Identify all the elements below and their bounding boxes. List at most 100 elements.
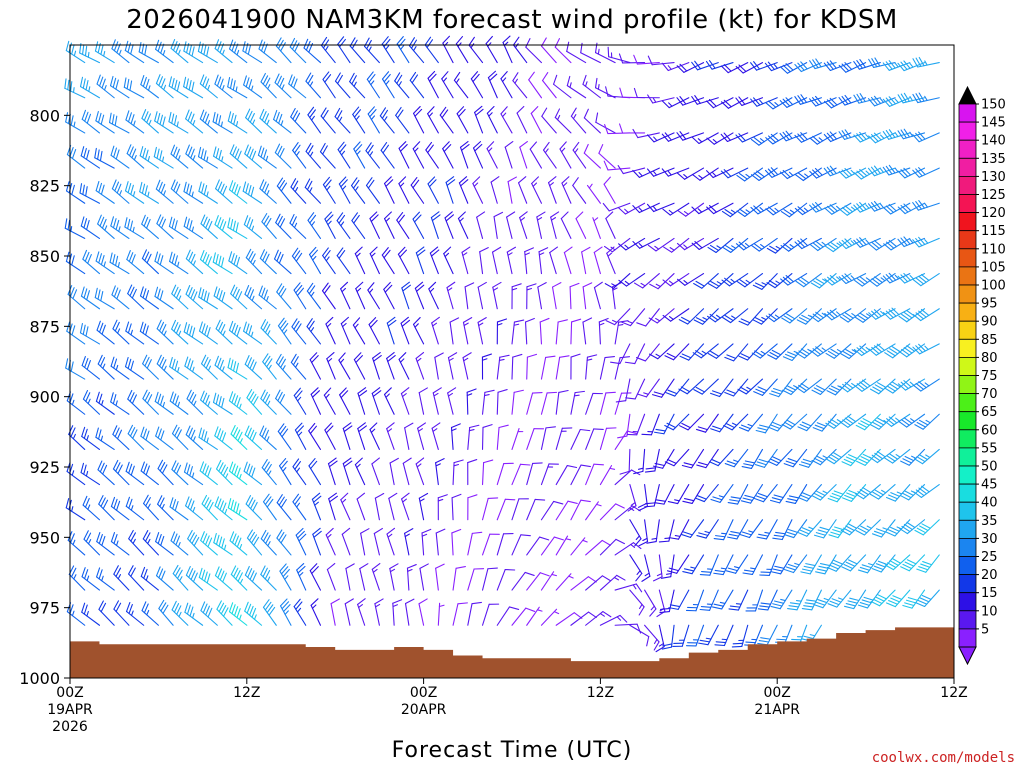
wind-barb — [170, 179, 189, 204]
wind-barb — [614, 430, 637, 450]
wind-barb — [764, 167, 793, 178]
wind-barb — [409, 71, 425, 99]
wind-barb — [782, 343, 808, 361]
wind-barb — [215, 319, 233, 345]
wind-barb — [511, 498, 529, 521]
wind-barb — [784, 519, 808, 539]
wind-barb — [603, 160, 631, 171]
wind-barb — [507, 176, 517, 204]
wind-barb — [752, 308, 778, 325]
wind-barb — [555, 427, 573, 450]
wind-barb — [293, 282, 307, 310]
x-tick-label: 20APR — [401, 702, 447, 718]
wind-barb — [897, 202, 926, 215]
colorbar-tick-label: 10 — [981, 604, 998, 619]
plot-area — [64, 35, 955, 679]
wind-barb — [275, 353, 292, 380]
wind-barb — [693, 273, 719, 289]
wind-barb — [82, 495, 101, 521]
wind-barb — [627, 484, 637, 512]
wind-barb — [636, 378, 660, 398]
wind-barb — [664, 413, 690, 431]
wind-barb — [470, 71, 484, 99]
wind-barb — [445, 176, 456, 204]
wind-barb — [599, 465, 616, 486]
wind-barb — [753, 378, 778, 396]
wind-barb — [244, 144, 263, 169]
wind-barb — [427, 176, 439, 204]
wind-barb — [319, 142, 336, 169]
wind-barb — [751, 343, 778, 359]
wind-barb — [511, 319, 525, 345]
colorbar-tick-label: 55 — [981, 441, 998, 456]
wind-barb — [437, 602, 445, 626]
wind-barb — [183, 462, 204, 486]
colorbar-tick-label: 95 — [981, 297, 998, 312]
wind-barb — [681, 448, 705, 469]
wind-barb — [550, 211, 560, 239]
wind-barb — [913, 484, 940, 498]
y-tick-label: 850 — [29, 247, 60, 266]
wind-barb — [512, 36, 528, 64]
wind-barb — [184, 602, 204, 626]
wind-barb — [570, 390, 586, 415]
wind-barb — [169, 391, 189, 415]
wind-barb — [277, 317, 292, 345]
wind-barb — [691, 167, 719, 181]
wind-barb — [570, 107, 587, 134]
wind-barb — [139, 286, 159, 310]
wind-barb — [418, 387, 428, 415]
wind-barb — [187, 529, 204, 556]
wind-barb — [477, 281, 487, 310]
wind-barb — [198, 321, 218, 345]
wind-barb — [243, 321, 263, 345]
wind-barb — [199, 461, 218, 486]
wind-barb — [458, 176, 469, 204]
wind-barb — [633, 273, 660, 289]
colorbar-tick-label: 50 — [981, 460, 998, 475]
wind-barb — [156, 354, 174, 380]
colorbar-segment — [958, 556, 977, 576]
wind-barb — [328, 492, 338, 521]
wind-barb — [912, 343, 940, 355]
wind-barb — [449, 317, 460, 345]
wind-barb — [65, 112, 86, 134]
wind-barb — [185, 425, 204, 450]
wind-barb — [540, 571, 557, 591]
colorbar-segment — [958, 266, 977, 286]
wind-barb — [142, 530, 159, 556]
wind-barb — [644, 448, 660, 473]
wind-barb — [171, 460, 189, 486]
wind-barb — [215, 179, 233, 204]
wind-barb — [198, 287, 218, 310]
wind-barb — [395, 106, 410, 134]
wind-barb — [157, 495, 174, 521]
wind-barb — [296, 563, 307, 591]
wind-barb — [349, 72, 366, 99]
wind-barb — [260, 319, 277, 345]
wind-barb — [723, 413, 749, 431]
wind-barb — [259, 179, 277, 204]
wind-barb — [112, 425, 130, 450]
wind-barb — [794, 132, 822, 143]
wind-barb — [95, 391, 115, 415]
wind-barb — [243, 461, 263, 486]
wind-barb — [228, 461, 248, 486]
wind-barb — [228, 602, 248, 626]
wind-barb — [647, 94, 675, 104]
wind-barb — [767, 448, 793, 466]
wind-barb — [524, 317, 535, 345]
wind-barb — [338, 352, 351, 380]
wind-barb — [183, 76, 204, 99]
colorbar-segment — [958, 592, 977, 612]
wind-barb — [652, 448, 675, 469]
wind-barb — [400, 316, 411, 345]
wind-barb — [275, 213, 292, 239]
wind-barb — [870, 413, 896, 430]
wind-barb — [383, 387, 395, 415]
wind-barb — [714, 624, 734, 647]
wind-barb — [912, 199, 940, 211]
wind-barb — [855, 413, 881, 431]
wind-barb — [141, 109, 159, 134]
wind-barb — [722, 308, 749, 324]
